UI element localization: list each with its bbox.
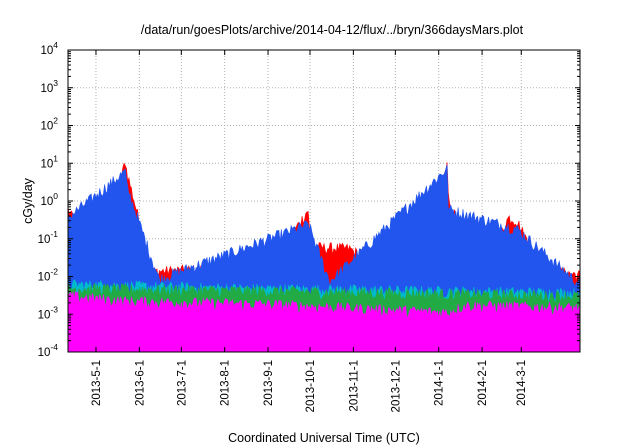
- x-tick-label: 2013-11-1: [348, 360, 360, 412]
- series-group: [67, 162, 581, 353]
- y-tick-label: 10-2: [38, 267, 59, 284]
- x-axis: 2013-5-1 2013-6-1 2013-7-1 2013-8-1 2013-9-1…: [91, 50, 528, 412]
- series-band-5: [67, 290, 581, 353]
- x-tick-label: 2013-7-1: [176, 360, 188, 406]
- x-tick-label: 2013-9-1: [263, 360, 275, 406]
- x-tick-label: 2014-1-1: [434, 360, 446, 406]
- y-tick-label: 102: [40, 116, 58, 133]
- y-tick-label: 10-4: [38, 342, 59, 359]
- y-tick-label: 104: [40, 40, 58, 57]
- y-tick-label: 10-1: [38, 229, 59, 246]
- y-axis-label: cGy/day: [21, 177, 35, 224]
- x-tick-label: 2013-10-1: [305, 360, 317, 412]
- y-tick-label: 10-3: [38, 304, 59, 321]
- x-tick-label: 2014-3-1: [516, 360, 528, 406]
- x-tick-label: 2013-5-1: [91, 360, 103, 406]
- x-tick-label: 2013-6-1: [134, 360, 146, 406]
- x-tick-label: 2013-12-1: [390, 360, 402, 412]
- y-tick-label: 101: [40, 153, 58, 170]
- y-tick-label: 100: [40, 191, 58, 208]
- chart-title: /data/run/goesPlots/archive/2014-04-12/f…: [141, 23, 524, 37]
- y-axis: 10-4 10-3 10-2 10-1 100 101 102 103 104: [38, 40, 580, 359]
- y-tick-label: 103: [40, 78, 58, 95]
- x-axis-label: Coordinated Universal Time (UTC): [228, 431, 420, 445]
- x-tick-label: 2013-8-1: [220, 360, 232, 406]
- x-tick-label: 2014-2-1: [477, 360, 489, 406]
